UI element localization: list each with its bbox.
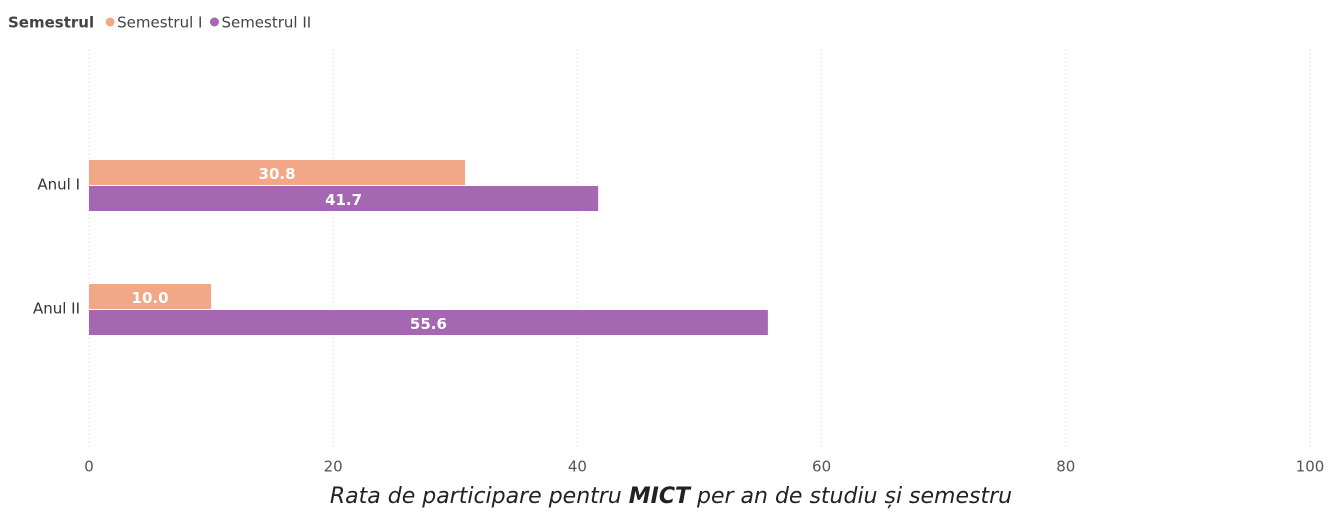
value-label: 55.6	[410, 315, 447, 333]
bar	[89, 284, 212, 309]
x-tick-label: 40	[568, 458, 587, 476]
x-tick-label: 0	[84, 458, 94, 476]
legend-marker	[105, 17, 115, 27]
x-tick-label: 60	[812, 458, 831, 476]
value-label: 41.7	[325, 191, 362, 209]
legend-title: Semestrul	[8, 14, 94, 32]
caption-text: Rata de participare pentru	[330, 484, 622, 509]
y-tick-label: Anul I	[37, 176, 80, 194]
bar	[89, 186, 599, 211]
bar	[89, 310, 768, 335]
caption: Rata de participare pentru MICT per an de …	[330, 484, 1012, 509]
legend-label: Semestrul II	[221, 14, 311, 32]
legend-marker	[209, 17, 219, 27]
value-label: 10.0	[132, 289, 169, 307]
legend-label: Semestrul I	[117, 14, 202, 32]
x-tick-label: 100	[1296, 458, 1325, 476]
x-tick-label: 80	[1056, 458, 1075, 476]
x-tick-label: 20	[324, 458, 343, 476]
caption-strong: MICT	[629, 484, 692, 509]
caption-text: per an de studiu și semestru	[696, 484, 1012, 509]
bar	[89, 160, 466, 185]
y-tick-label: Anul II	[33, 300, 80, 318]
value-label: 30.8	[259, 165, 296, 183]
